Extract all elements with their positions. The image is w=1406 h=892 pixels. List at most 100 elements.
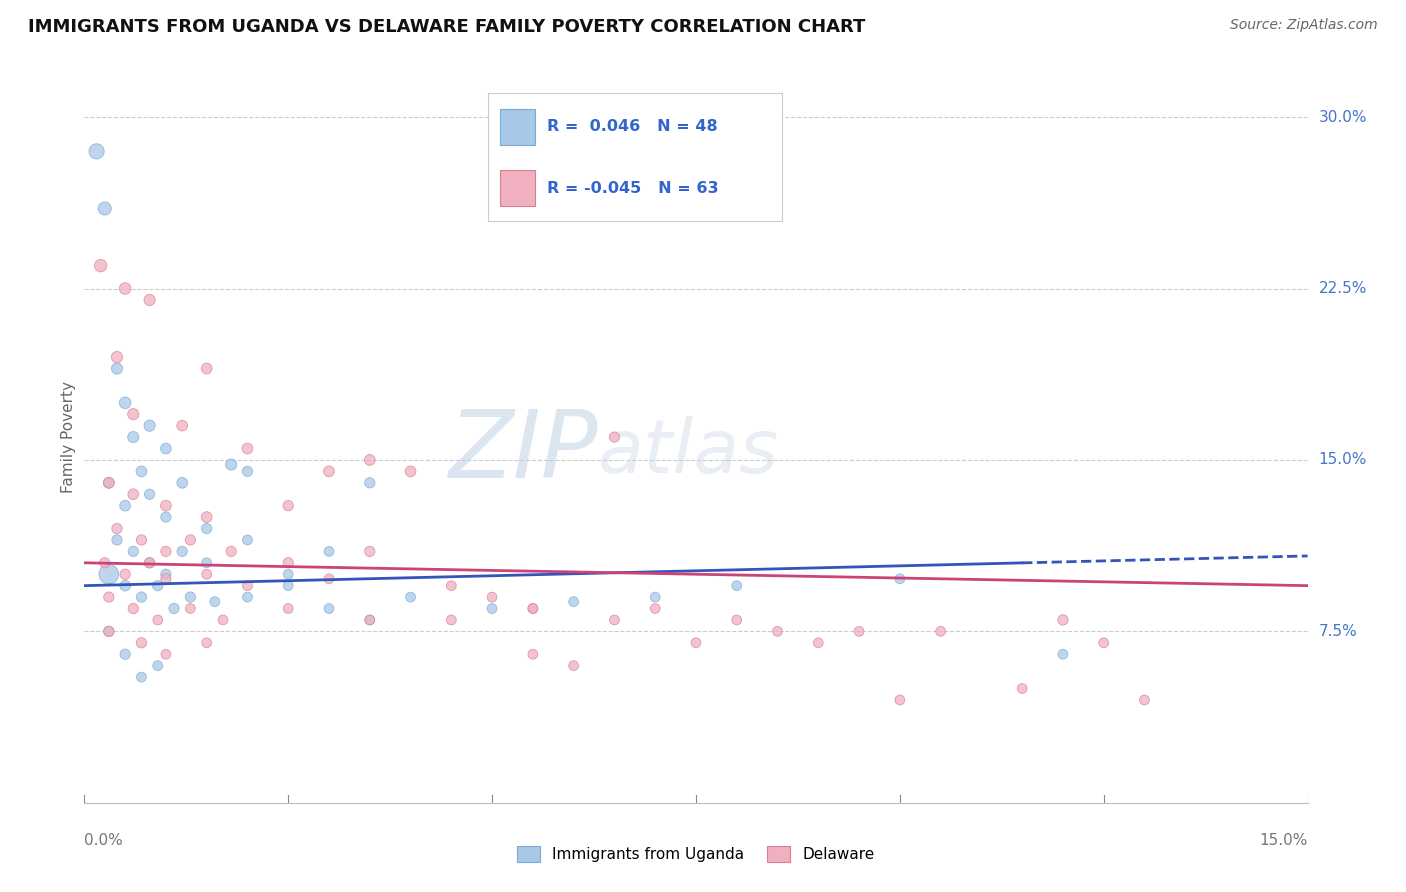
Point [236, 533, 259, 547]
Point [131, 533, 153, 547]
Point [122, 544, 145, 558]
Point [155, 510, 177, 524]
Point [138, 418, 160, 433]
Text: 15.0%: 15.0% [1319, 452, 1367, 467]
Point [97, 624, 120, 639]
Point [114, 647, 136, 661]
Point [359, 544, 381, 558]
Point [1011, 681, 1033, 696]
Point [138, 556, 160, 570]
Point [105, 350, 128, 364]
Point [146, 613, 169, 627]
Point [1052, 613, 1074, 627]
Point [97, 475, 120, 490]
Text: atlas: atlas [598, 416, 779, 488]
Point [277, 601, 299, 615]
Point [889, 693, 911, 707]
Point [219, 458, 242, 472]
Point [138, 556, 160, 570]
Point [277, 556, 299, 570]
Point [163, 601, 186, 615]
Point [359, 475, 381, 490]
Point [807, 636, 830, 650]
Point [97, 567, 120, 582]
Point [179, 590, 201, 604]
Text: ZIP: ZIP [449, 406, 598, 497]
Point [97, 475, 120, 490]
Point [399, 464, 422, 478]
Point [131, 590, 153, 604]
Point [131, 670, 153, 684]
Point [603, 613, 626, 627]
Point [481, 601, 503, 615]
Point [93, 556, 115, 570]
Point [522, 601, 544, 615]
Point [179, 533, 201, 547]
Point [1092, 636, 1115, 650]
Point [195, 510, 218, 524]
Text: 15.0%: 15.0% [1260, 833, 1308, 848]
Text: 30.0%: 30.0% [1319, 110, 1367, 125]
Point [848, 624, 870, 639]
Point [277, 499, 299, 513]
Point [195, 521, 218, 535]
Point [138, 293, 160, 307]
Point [318, 572, 340, 586]
Point [1133, 693, 1156, 707]
Point [114, 579, 136, 593]
Point [131, 464, 153, 478]
Point [359, 453, 381, 467]
Point [277, 579, 299, 593]
Point [236, 442, 259, 456]
Legend: Immigrants from Uganda, Delaware: Immigrants from Uganda, Delaware [510, 840, 882, 868]
Point [146, 579, 169, 593]
Point [219, 544, 242, 558]
Point [195, 361, 218, 376]
Point [114, 281, 136, 295]
Point [1052, 647, 1074, 661]
Point [236, 464, 259, 478]
Point [644, 590, 666, 604]
Point [318, 601, 340, 615]
Point [440, 613, 463, 627]
Point [766, 624, 789, 639]
Point [725, 579, 748, 593]
Text: 0.0%: 0.0% [84, 833, 124, 848]
Point [277, 567, 299, 582]
Point [359, 613, 381, 627]
Point [318, 464, 340, 478]
Point [179, 601, 201, 615]
Point [155, 567, 177, 582]
Point [399, 590, 422, 604]
Point [114, 499, 136, 513]
Point [440, 579, 463, 593]
Point [889, 572, 911, 586]
Point [212, 613, 235, 627]
Point [86, 145, 108, 159]
Point [204, 594, 226, 608]
Point [318, 544, 340, 558]
Point [155, 442, 177, 456]
Point [155, 647, 177, 661]
Point [195, 556, 218, 570]
Point [155, 544, 177, 558]
Point [603, 430, 626, 444]
Point [195, 636, 218, 650]
Point [522, 601, 544, 615]
Point [562, 594, 585, 608]
Text: 22.5%: 22.5% [1319, 281, 1367, 296]
Point [236, 579, 259, 593]
Point [644, 601, 666, 615]
Point [114, 567, 136, 582]
Point [562, 658, 585, 673]
Point [155, 499, 177, 513]
Point [97, 590, 120, 604]
Point [481, 590, 503, 604]
Y-axis label: Family Poverty: Family Poverty [60, 381, 76, 493]
Point [195, 567, 218, 582]
Point [172, 475, 194, 490]
Point [93, 202, 115, 216]
Point [105, 361, 128, 376]
Point [155, 572, 177, 586]
Point [725, 613, 748, 627]
